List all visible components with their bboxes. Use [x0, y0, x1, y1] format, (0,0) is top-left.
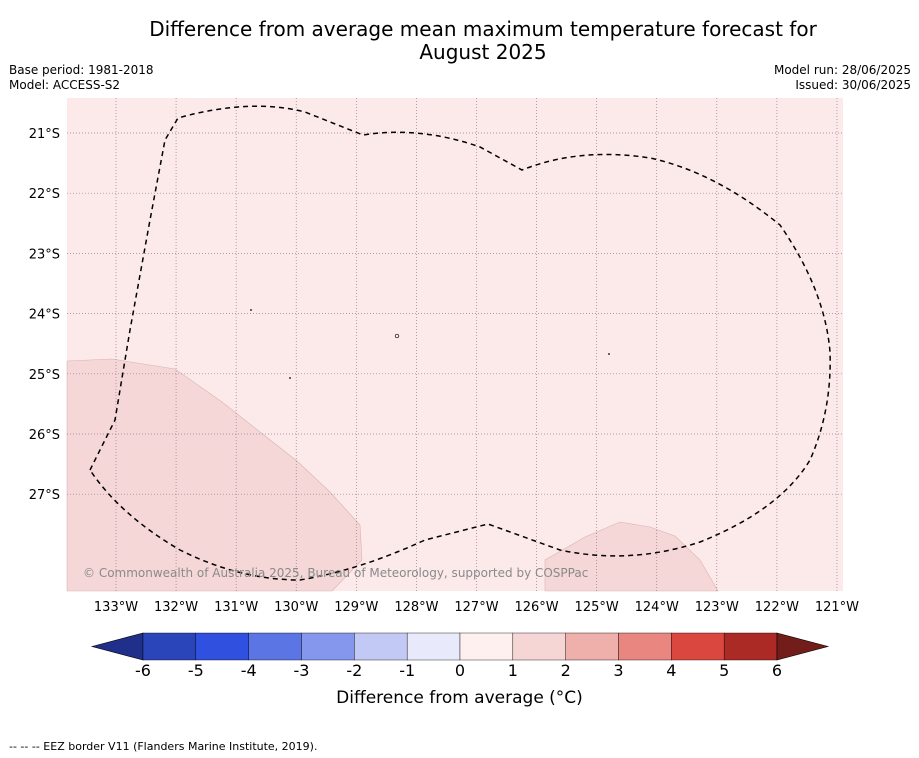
anomaly-region-southeast — [544, 521, 719, 592]
eez-border — [89, 105, 831, 581]
map-title: Difference from average mean maximum tem… — [0, 18, 919, 64]
colorbar-tick-label: -1 — [399, 661, 415, 680]
copyright-note: © Commonwealth of Australia 2025, Bureau… — [83, 566, 588, 580]
latitude-label: 26°S — [29, 428, 60, 443]
colorbar-segment — [565, 632, 619, 661]
colorbar-extend-low — [90, 632, 144, 661]
model-run: Model run: 28/06/2025 — [773, 63, 911, 77]
colorbar-segment — [248, 632, 302, 661]
colorbar-tick-label: 0 — [455, 661, 465, 680]
latitude-labels: 21°S 22°S 23°S 24°S 25°S 26°S 27°S — [29, 127, 60, 503]
colorbar — [90, 632, 830, 661]
issued-date: Issued: 30/06/2025 — [795, 78, 911, 92]
longitude-label: 128°W — [394, 600, 438, 615]
meta-left: Base period: 1981-2018 Model: ACCESS-S2 — [9, 63, 154, 93]
colorbar-tick-label: 1 — [508, 661, 518, 680]
longitude-label: 127°W — [454, 600, 498, 615]
colorbar-segment — [671, 632, 725, 661]
colorbar-extend-high — [776, 632, 830, 661]
meta-right: Model run: 28/06/2025 Issued: 30/06/2025 — [774, 63, 911, 93]
longitude-label: 123°W — [695, 600, 739, 615]
colorbar-segment — [142, 632, 197, 661]
eez-footnote: -- -- -- EEZ border V11 (Flanders Marine… — [9, 740, 318, 753]
colorbar-tick-label: -4 — [241, 661, 257, 680]
title-line-1: Difference from average mean maximum tem… — [149, 17, 817, 41]
latitude-label: 27°S — [29, 488, 60, 503]
colorbar-segment — [301, 632, 355, 661]
island-marker — [289, 377, 291, 379]
latitude-label: 25°S — [29, 368, 60, 383]
map-gridlines — [67, 98, 843, 591]
latitude-label: 22°S — [29, 187, 60, 202]
colorbar-tick-label: 2 — [561, 661, 571, 680]
colorbar-segment — [459, 632, 514, 661]
colorbar-tick-label: 6 — [772, 661, 782, 680]
colorbar-tick-labels: -6 -5 -4 -3 -2 -1 0 1 2 3 4 5 6 — [135, 661, 782, 680]
latitude-label: 23°S — [29, 247, 60, 262]
model-name: Model: ACCESS-S2 — [9, 78, 121, 92]
longitude-label: 125°W — [575, 600, 619, 615]
colorbar-tick-label: -5 — [188, 661, 204, 680]
base-period: Base period: 1981-2018 — [9, 63, 154, 77]
longitude-label: 133°W — [94, 600, 138, 615]
longitude-label: 126°W — [514, 600, 558, 615]
latitude-label: 24°S — [29, 308, 60, 323]
longitude-label: 130°W — [274, 600, 318, 615]
latitude-label: 21°S — [29, 127, 60, 142]
islands — [250, 309, 610, 379]
longitude-label: 132°W — [154, 600, 198, 615]
longitude-label: 131°W — [214, 600, 258, 615]
colorbar-tick-label: 3 — [613, 661, 623, 680]
colorbar-tick-label: 5 — [719, 661, 729, 680]
anomaly-region-southwest — [66, 358, 363, 592]
colorbar-segment — [195, 632, 249, 661]
longitude-label: 122°W — [755, 600, 799, 615]
island-marker — [608, 353, 610, 355]
colorbar-label: Difference from average (°C) — [336, 688, 583, 708]
colorbar-tick-label: -3 — [294, 661, 310, 680]
longitude-labels: 133°W 132°W 131°W 130°W 129°W 128°W 127°W 126°W… — [94, 600, 859, 615]
longitude-label: 124°W — [635, 600, 679, 615]
colorbar-tick-label: 4 — [666, 661, 676, 680]
title-line-2: August 2025 — [419, 40, 547, 64]
colorbar-segment — [354, 632, 408, 661]
colorbar-segment — [406, 632, 461, 661]
colorbar-tick-label: -2 — [346, 661, 362, 680]
island-marker — [394, 333, 400, 339]
longitude-label: 121°W — [815, 600, 859, 615]
colorbar-tick-label: -6 — [135, 661, 151, 680]
island-marker — [250, 309, 252, 311]
colorbar-segment — [618, 632, 672, 661]
colorbar-segment — [723, 632, 778, 661]
longitude-label: 129°W — [334, 600, 378, 615]
colorbar-segment — [512, 632, 566, 661]
